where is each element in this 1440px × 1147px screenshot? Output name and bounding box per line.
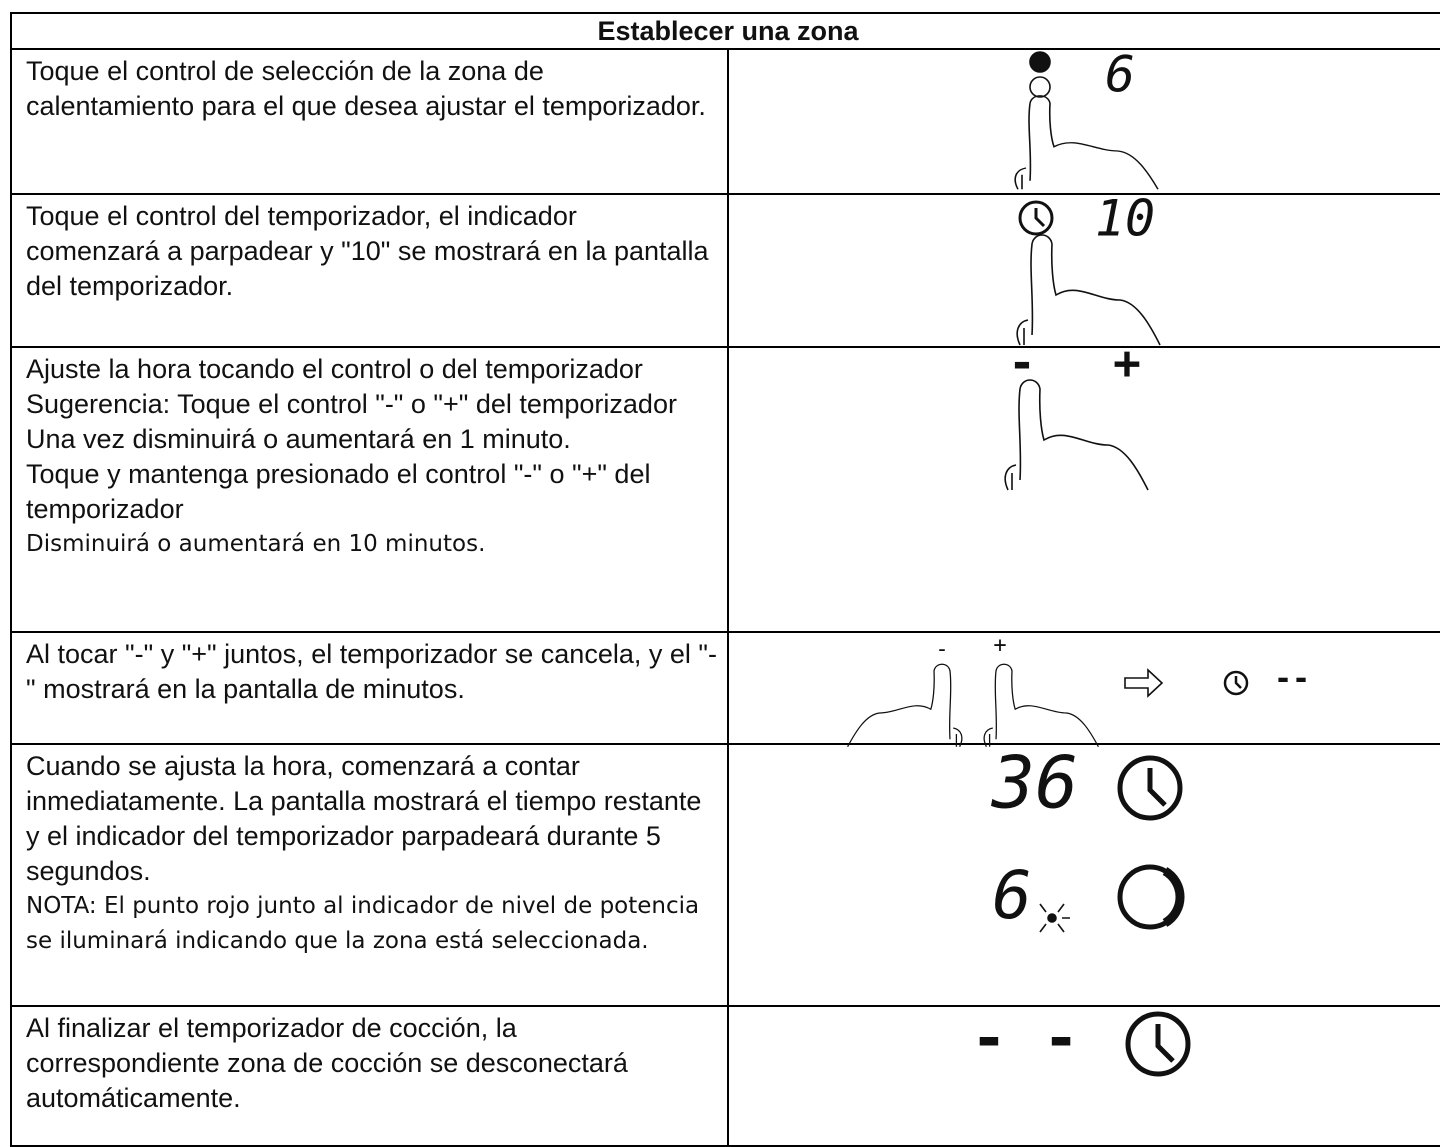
display-digit: 36 <box>991 741 1079 825</box>
clock-hands <box>1234 676 1242 689</box>
display-digit: -- <box>1274 662 1310 697</box>
zone-dot <box>1029 51 1051 73</box>
paragraph: Cuando se ajusta la hora, comenzará a co… <box>26 751 702 886</box>
step-text: Toque el control del temporizador, el in… <box>10 193 729 348</box>
paragraph: Toque y mantenga presionado el control "… <box>26 459 651 524</box>
display-digit: 6 <box>992 857 1032 934</box>
paragraph: Disminuirá o aumentará en 10 minutos. <box>26 531 486 557</box>
clock-hands <box>1147 768 1167 807</box>
hand <box>983 663 1100 748</box>
illustration-cell <box>727 743 1440 1007</box>
display-digit: 6 <box>1105 46 1135 104</box>
hand <box>1016 234 1161 346</box>
paragraph: Sugerencia: Toque el control "-" o "+" d… <box>26 389 677 419</box>
zone-circle <box>1029 76 1051 98</box>
illustration-cell <box>727 631 1440 745</box>
sparkle <box>1039 903 1070 933</box>
clock-icon <box>1223 670 1249 696</box>
paragraph: Toque el control del temporizador, el in… <box>26 201 709 301</box>
paragraph: Al tocar "-" y "+" juntos, el temporizad… <box>26 639 717 704</box>
clock-icon <box>1018 200 1054 236</box>
arrow <box>1124 668 1164 698</box>
plus-symbol: + <box>1113 336 1141 390</box>
zone-ring-arc <box>1162 867 1185 927</box>
hand <box>1014 94 1159 191</box>
illustration-cell <box>727 346 1440 633</box>
display-digit: - - <box>971 1004 1079 1074</box>
paragraph: NOTA: El punto rojo junto al indicador d… <box>26 893 700 954</box>
paragraph: Al finalizar el temporizador de cocción,… <box>26 1013 628 1113</box>
paragraph: Una vez disminuirá o aumentará en 1 minu… <box>26 424 571 454</box>
illustration-cell <box>727 193 1440 348</box>
step-text: Cuando se ajusta la hora, comenzará a co… <box>10 743 729 1007</box>
step-text: Al tocar "-" y "+" juntos, el temporizad… <box>10 631 729 745</box>
steps-table: Establecer una zona Toque el control de … <box>10 12 1440 1147</box>
step-text: Al finalizar el temporizador de cocción,… <box>10 1005 729 1147</box>
hand <box>1004 379 1149 491</box>
plus-symbol: + <box>993 633 1006 658</box>
power-dot <box>1047 913 1057 923</box>
clock-hands <box>1155 1024 1175 1063</box>
paragraph: Toque el control de selección de la zona… <box>26 56 706 121</box>
clock-hands <box>1034 208 1046 228</box>
paragraph: Ajuste la hora tocando el control o del … <box>26 354 643 384</box>
display-digit: 10 <box>1095 190 1155 248</box>
minus-symbol: - <box>1008 336 1036 390</box>
table-title: Establecer una zona <box>10 12 1440 50</box>
hand <box>846 663 963 748</box>
minus-symbol: - <box>935 637 948 662</box>
clock-icon <box>1117 755 1183 821</box>
step-text: Toque el control de selección de la zona… <box>10 48 729 195</box>
illustration-cell <box>727 48 1440 195</box>
step-text: Ajuste la hora tocando el control o del … <box>10 346 729 633</box>
clock-icon <box>1125 1011 1191 1077</box>
